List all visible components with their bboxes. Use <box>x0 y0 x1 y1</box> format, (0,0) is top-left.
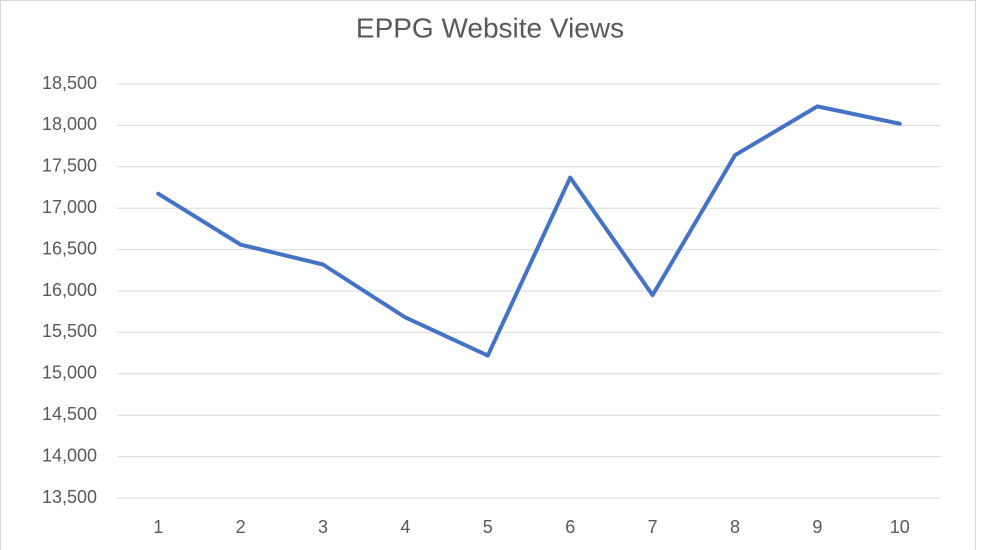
x-tick-label: 9 <box>812 517 822 537</box>
x-tick-label: 3 <box>318 517 328 537</box>
x-tick-label: 1 <box>153 517 163 537</box>
x-tick-label: 5 <box>483 517 493 537</box>
chart-title: EPPG Website Views <box>356 12 624 43</box>
y-tick-label: 14,000 <box>42 445 97 465</box>
x-tick-label: 4 <box>400 517 410 537</box>
x-tick-label: 2 <box>236 517 246 537</box>
y-tick-label: 15,500 <box>42 321 97 341</box>
y-tick-label: 13,500 <box>42 487 97 507</box>
y-tick-label: 15,000 <box>42 363 97 383</box>
y-tick-label: 17,000 <box>42 197 97 217</box>
y-tick-label: 16,000 <box>42 280 97 300</box>
x-tick-label: 8 <box>730 517 740 537</box>
y-tick-label: 18,000 <box>42 114 97 134</box>
x-tick-label: 6 <box>565 517 575 537</box>
x-tick-label: 10 <box>890 517 910 537</box>
y-tick-label: 14,500 <box>42 404 97 424</box>
y-tick-label: 16,500 <box>42 238 97 258</box>
x-tick-label: 7 <box>648 517 658 537</box>
y-tick-label: 18,500 <box>42 73 97 93</box>
y-tick-label: 17,500 <box>42 156 97 176</box>
data-line <box>156 104 902 358</box>
